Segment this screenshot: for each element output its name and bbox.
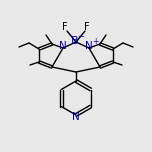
Text: B: B: [71, 36, 79, 46]
Text: N: N: [72, 112, 80, 122]
Text: −: −: [78, 33, 85, 41]
Text: +: +: [92, 38, 98, 47]
Text: N: N: [59, 41, 67, 51]
Text: N: N: [85, 41, 93, 51]
Text: F: F: [84, 22, 90, 32]
Text: F: F: [62, 22, 68, 32]
